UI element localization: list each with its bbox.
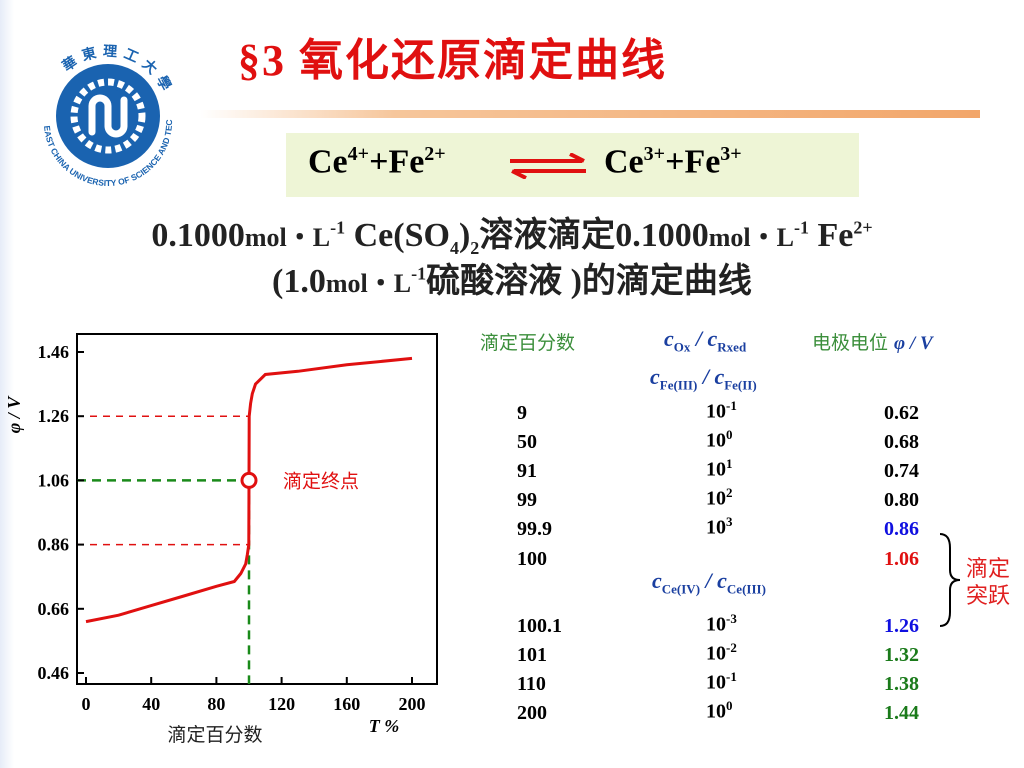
- table-cell-ratio: 103: [706, 514, 733, 539]
- ratio-head-ce: cCe(IV) / cCe(III): [652, 568, 766, 597]
- titration-curve-chart: 0.460.660.861.061.261.46 0 40 80 120 160 200 …: [4, 333, 438, 746]
- col-header-potential: 电极电位 φ / V: [812, 332, 933, 354]
- table-cell-potential: 0.86: [884, 518, 919, 540]
- description-line-2: (1.0mol・L-1硫酸溶液 )的滴定曲线: [272, 263, 752, 300]
- series-line-potential: [85, 356, 413, 624]
- y-tick-label: 0.86: [38, 535, 70, 555]
- table-cell-potential: 0.74: [884, 460, 919, 482]
- x-tick-label: 200: [399, 694, 426, 714]
- description-line-1: 0.1000mol・L-1 Ce(SO4)2溶液滴定0.1000mol・L-1 …: [151, 217, 873, 258]
- x-tick-label: 120: [268, 694, 295, 714]
- endpoint-marker: [240, 471, 258, 489]
- gear-icon: [70, 78, 146, 154]
- equilibrium-arrow-icon: [510, 153, 586, 179]
- x-axis-unit-label: T %: [369, 716, 400, 736]
- reaction-reactants: Ce4++Fe2+: [308, 143, 446, 181]
- x-axis-label: 滴定百分数: [167, 724, 262, 746]
- table-cell-percent: 99.9: [517, 518, 552, 540]
- y-tick-label: 1.06: [38, 470, 70, 490]
- col-header-ratio: cOx / cRxed: [664, 326, 747, 355]
- y-axis-label: φ / V: [4, 395, 24, 434]
- y-tick-label: 1.26: [38, 406, 70, 426]
- table-cell-potential: 1.38: [884, 673, 919, 695]
- ratio-head-fe: cFe(III) / cFe(II): [650, 364, 757, 393]
- table-cell-potential: 0.68: [884, 431, 919, 453]
- x-tick-label: 160: [333, 694, 360, 714]
- y-tick-label: 0.66: [38, 599, 70, 619]
- table-cell-potential: 0.80: [884, 489, 919, 511]
- table-cell-percent: 200: [517, 702, 547, 724]
- jump-brace-icon: [939, 533, 961, 627]
- table-cell-ratio: 100: [706, 427, 733, 452]
- y-tick-label: 0.46: [38, 663, 70, 683]
- plot-area: [76, 333, 438, 685]
- table-cell-ratio: 10-1: [706, 398, 737, 423]
- table-cell-percent: 101: [517, 644, 547, 666]
- x-tick-label: 0: [82, 694, 91, 714]
- table-cell-ratio: 100: [706, 698, 733, 723]
- table-cell-potential: 1.06: [884, 548, 919, 570]
- table-cell-potential: 1.44: [884, 702, 919, 724]
- logo-emblem-icon: [88, 94, 128, 138]
- table-cell-ratio: 10-2: [706, 640, 737, 665]
- endpoint-label: 滴定终点: [283, 470, 359, 492]
- x-tick-label: 40: [142, 694, 160, 714]
- table-cell-percent: 9: [517, 402, 527, 424]
- table-cell-potential: 0.62: [884, 402, 919, 424]
- table-cell-percent: 100.1: [517, 615, 562, 637]
- x-tick-label: 80: [207, 694, 225, 714]
- table-cell-percent: 91: [517, 460, 537, 482]
- table-cell-ratio: 10-1: [706, 669, 737, 694]
- table-cell-percent: 110: [517, 673, 546, 695]
- col-header-percent: 滴定百分数: [480, 332, 576, 354]
- university-logo: 華東理工大學 EAST CHINA UNIVERSITY OF SCIENCE …: [30, 22, 174, 188]
- reaction-equation-box: Ce4++Fe2+ Ce3++Fe3+: [286, 133, 859, 197]
- table-cell-percent: 100: [517, 548, 547, 570]
- slide-title: §3 氧化还原滴定曲线: [238, 36, 667, 85]
- reaction-products: Ce3++Fe3+: [604, 143, 742, 181]
- table-cell-ratio: 101: [706, 456, 733, 481]
- table-cell-ratio: 10-3: [706, 611, 737, 636]
- table-cell-percent: 99: [517, 489, 537, 511]
- y-tick-label: 1.46: [38, 342, 70, 362]
- table-cell-ratio: 102: [706, 485, 733, 510]
- table-cell-potential: 1.32: [884, 644, 919, 666]
- jump-label: 滴定 突跃: [966, 557, 1011, 609]
- table-cell-potential: 1.26: [884, 615, 919, 637]
- title-underline: [200, 110, 980, 118]
- table-cell-percent: 50: [517, 431, 537, 453]
